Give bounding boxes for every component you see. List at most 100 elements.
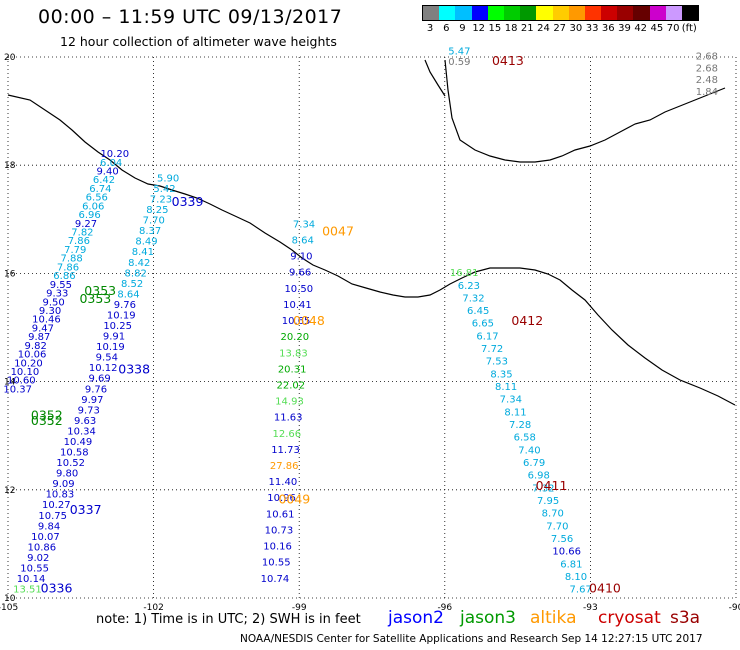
scale-swatch bbox=[471, 6, 488, 20]
scale-swatch bbox=[601, 6, 618, 20]
swh-value: 9.40 bbox=[96, 167, 118, 178]
swh-value: 10.61 bbox=[266, 509, 295, 520]
swh-value: 9.97 bbox=[81, 395, 103, 406]
scale-swatch bbox=[487, 6, 504, 20]
swh-value: 7.32 bbox=[462, 293, 484, 304]
swh-value: 10.49 bbox=[64, 437, 93, 448]
scale-label: 36 bbox=[601, 23, 615, 34]
swh-value: 7.70 bbox=[546, 521, 568, 532]
swh-value: 7.53 bbox=[486, 357, 508, 368]
swh-value: 9.55 bbox=[50, 280, 72, 291]
x-tick-label: -90 bbox=[729, 603, 740, 613]
scale-swatch bbox=[552, 6, 569, 20]
swh-value: 6.98 bbox=[528, 471, 550, 482]
swh-value: 10.66 bbox=[552, 547, 581, 558]
swh-value: 10.25 bbox=[103, 321, 132, 332]
swh-value: 8.52 bbox=[121, 279, 143, 290]
swh-value: 6.23 bbox=[458, 281, 480, 292]
swh-value: 9.33 bbox=[46, 289, 68, 300]
scale-label: 30 bbox=[569, 23, 583, 34]
swh-value: 9.76 bbox=[114, 300, 136, 311]
scale-label: (ft) bbox=[681, 23, 697, 34]
pass-number-label: 0339 bbox=[172, 194, 204, 209]
scale-swatch bbox=[617, 6, 634, 20]
swh-value: 10.65 bbox=[282, 316, 311, 327]
swh-value: 6.96 bbox=[78, 210, 100, 221]
swh-value: 11.40 bbox=[269, 477, 298, 488]
swh-value: 10.14 bbox=[17, 574, 46, 585]
swh-value: 16.81 bbox=[450, 268, 479, 279]
page-subtitle: 12 hour collection of altimeter wave hei… bbox=[60, 34, 337, 49]
x-tick-label: -105 bbox=[0, 603, 18, 613]
swh-value: 9.84 bbox=[38, 521, 60, 532]
swh-value: 10.06 bbox=[18, 350, 47, 361]
scale-label: 6 bbox=[443, 23, 450, 34]
swh-value: 6.74 bbox=[89, 184, 111, 195]
pass-number-label: 0048 bbox=[293, 313, 325, 328]
swh-value: 5.90 bbox=[157, 173, 179, 184]
swh-value: 22.02 bbox=[276, 380, 305, 391]
swh-value: 7.56 bbox=[551, 534, 573, 545]
swh-value: 7.70 bbox=[143, 216, 165, 227]
swh-value: 7.82 bbox=[71, 228, 93, 239]
scale-label: 39 bbox=[618, 23, 631, 34]
swh-value: 10.20 bbox=[14, 358, 43, 369]
swh-value: 2.68 bbox=[696, 63, 718, 74]
swh-value: 10.20 bbox=[100, 149, 129, 160]
swh-value: 7.95 bbox=[537, 496, 559, 507]
swh-value: 10.34 bbox=[67, 426, 96, 437]
swh-value: 6.56 bbox=[86, 193, 108, 204]
swh-value: 10.37 bbox=[3, 384, 32, 395]
swh-value: 7.79 bbox=[64, 245, 86, 256]
swh-value: 6.42 bbox=[93, 175, 115, 186]
coastline bbox=[7, 59, 736, 406]
pass-number-label: 0352 bbox=[31, 413, 63, 428]
swh-value: 7.72 bbox=[481, 344, 503, 355]
swh-value: 9.27 bbox=[75, 219, 97, 230]
scale-swatch bbox=[423, 6, 440, 20]
swh-value: 10.19 bbox=[107, 310, 136, 321]
swh-value: 0.59 bbox=[448, 57, 470, 68]
swh-value: 9.50 bbox=[43, 297, 65, 308]
swh-value: 2.68 bbox=[696, 52, 718, 63]
swh-value: 7.34 bbox=[293, 219, 315, 230]
x-tick-label: -96 bbox=[437, 603, 452, 613]
swh-value: 9.69 bbox=[88, 374, 110, 385]
swh-value: 8.64 bbox=[292, 236, 314, 247]
swh-value: 8.11 bbox=[504, 407, 526, 418]
pass-number-label: 0413 bbox=[492, 53, 524, 68]
swh-value: 10.75 bbox=[38, 511, 67, 522]
mexico-coastline bbox=[7, 94, 736, 406]
scale-label: 45 bbox=[650, 23, 664, 34]
swh-value: 7.34 bbox=[500, 395, 522, 406]
wave-height-color-scale: 3 6 9 12 15 18 21 24 27 30 33 36 39 42 45 70 (ft) bbox=[422, 5, 700, 35]
pass-number-label: 0353 bbox=[79, 291, 111, 306]
swh-value: 10.58 bbox=[60, 448, 89, 459]
swh-value: 10.52 bbox=[56, 458, 85, 469]
swh-value: 8.49 bbox=[135, 237, 157, 248]
swh-value: 8.37 bbox=[139, 226, 161, 237]
swh-value: 10.19 bbox=[96, 342, 125, 353]
swh-value: 10.55 bbox=[20, 564, 49, 575]
swh-value: 7.32 bbox=[532, 483, 554, 494]
swh-value: 6.65 bbox=[472, 319, 494, 330]
swh-value: 6.17 bbox=[476, 331, 498, 342]
gulf-coastline bbox=[424, 59, 446, 97]
x-tick-label: -93 bbox=[583, 603, 598, 613]
swh-value: 7.86 bbox=[68, 236, 90, 247]
swh-value: 6.81 bbox=[560, 559, 582, 570]
pass-number-label: 0336 bbox=[41, 581, 73, 596]
legend-jason3: jason3 bbox=[460, 608, 516, 628]
credit-line: NOAA/NESDIS Center for Satellite Applica… bbox=[240, 633, 703, 645]
swh-value: 20.20 bbox=[280, 332, 309, 343]
scale-swatch bbox=[503, 6, 521, 20]
swh-value: 14.93 bbox=[275, 397, 304, 408]
swh-value: 13.51 bbox=[13, 585, 42, 596]
swh-value: 10.27 bbox=[42, 500, 71, 511]
swh-value: 9.76 bbox=[85, 384, 107, 395]
legend-s3a: s3a bbox=[670, 608, 701, 628]
lat-lon-grid: -105 -102 -99 -96 -93 -90 20 18 16 14 12 10 bbox=[0, 53, 740, 613]
pass-number-label: 0337 bbox=[70, 502, 102, 517]
